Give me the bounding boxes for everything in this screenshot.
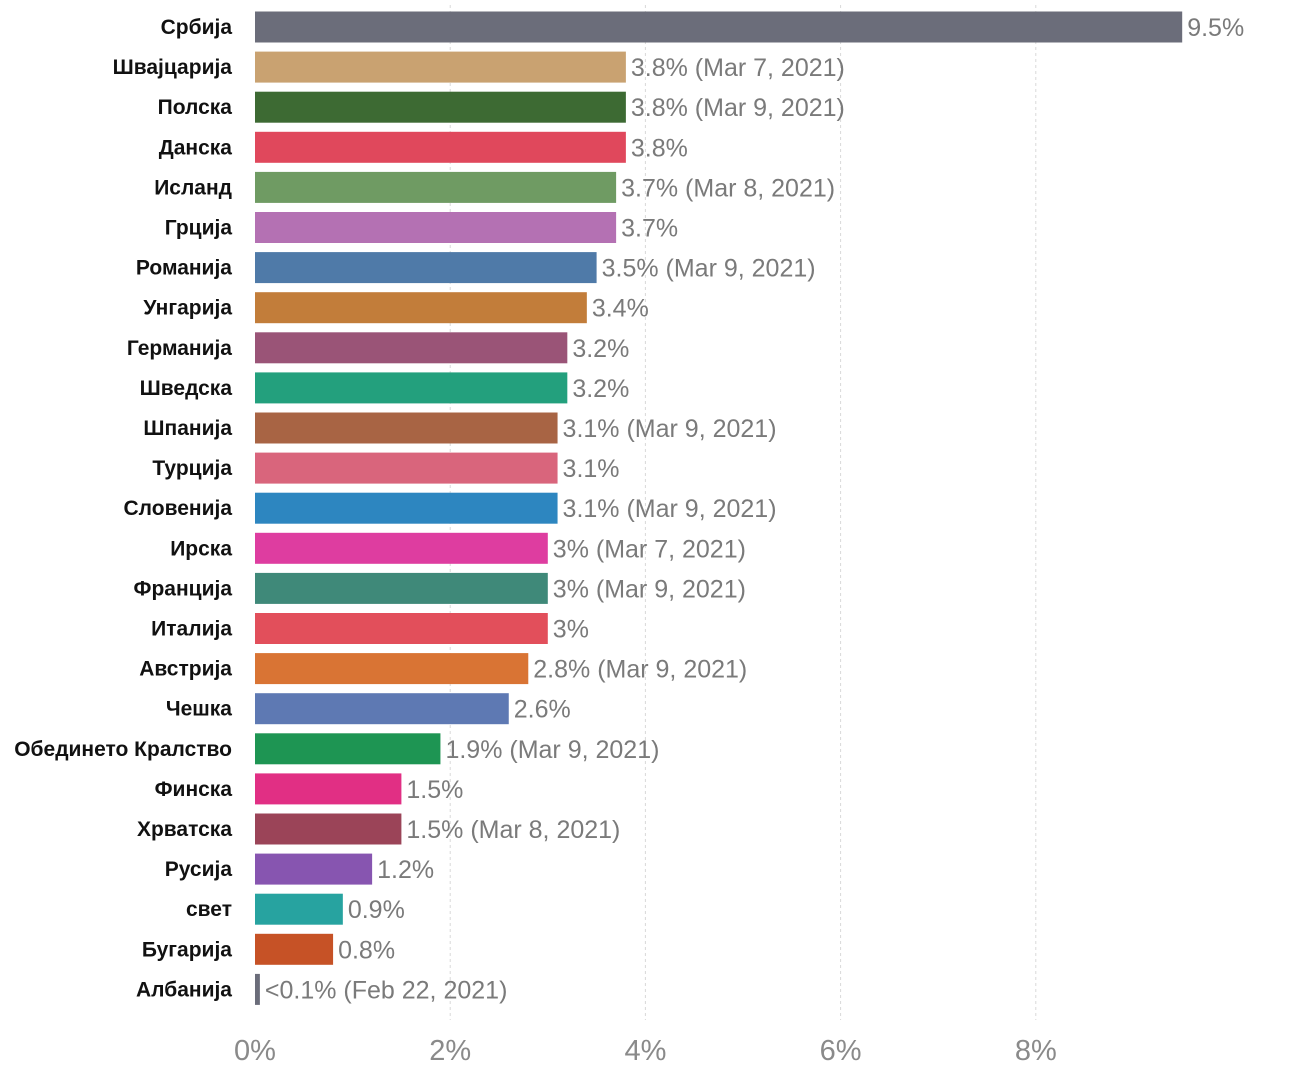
x-tick-label: 0%: [234, 1035, 276, 1065]
bar: [255, 452, 558, 484]
value-label: 3%: [553, 616, 589, 644]
value-label: 3.7%: [621, 215, 678, 243]
bar: [255, 212, 617, 243]
category-label: свет: [186, 898, 232, 921]
value-label: 3% (Mar 9, 2021): [553, 575, 746, 603]
value-label: 1.2%: [377, 856, 434, 884]
category-label: Италиjа: [151, 618, 232, 641]
x-axis-ticks: 0% 2% 4% 6% 8%: [234, 1035, 1057, 1065]
value-label: 1.9% (Mar 9, 2021): [445, 736, 659, 764]
category-label: Австрија: [139, 658, 232, 681]
x-tick-label: 4%: [624, 1035, 666, 1065]
category-label: Србија: [161, 16, 233, 39]
category-label: Турција: [152, 457, 232, 480]
bar: [255, 893, 343, 925]
value-label: 3.2%: [572, 335, 629, 363]
category-label: Финска: [155, 778, 233, 801]
category-label: Исланд: [154, 176, 232, 199]
bar: [255, 813, 402, 845]
value-label: 9.5%: [1187, 14, 1244, 42]
bar: [255, 733, 441, 765]
value-label: 1.5% (Mar 8, 2021): [406, 816, 620, 844]
bar: [255, 693, 509, 725]
category-label: Словенија: [124, 497, 233, 520]
bar: [255, 572, 548, 604]
value-label: <0.1% (Feb 22, 2021): [265, 976, 508, 1004]
bar: [255, 292, 587, 324]
category-label: Унгарија: [143, 297, 232, 320]
bar: [255, 11, 1183, 43]
value-label: 3.8%: [631, 134, 688, 162]
category-label: Франција: [134, 577, 233, 600]
x-tick-label: 2%: [429, 1035, 471, 1065]
bar: [255, 131, 626, 163]
category-label: Албанија: [136, 978, 232, 1001]
value-label: 0.9%: [348, 896, 405, 924]
bar: [255, 332, 568, 364]
bar: [255, 613, 548, 644]
value-label: 3.2%: [572, 375, 629, 403]
bar: [255, 412, 558, 444]
value-label: 0.8%: [338, 936, 395, 964]
category-label: Чешка: [166, 698, 232, 721]
value-label: 3.5% (Mar 9, 2021): [602, 255, 816, 283]
bar: [255, 653, 529, 685]
value-label: 1.5%: [406, 776, 463, 804]
value-labels: 9.5% 3.8% (Mar 7, 2021) 3.8% (Mar 9, 2021)…: [265, 14, 1244, 1004]
value-label: 3.8% (Mar 7, 2021): [631, 54, 845, 82]
bar: [255, 933, 334, 965]
bar: [255, 372, 568, 404]
category-label: Германија: [127, 337, 232, 360]
category-label: Шпанија: [143, 417, 232, 440]
category-label: Обединето Кралство: [14, 738, 232, 761]
category-label: Хрватска: [137, 818, 232, 841]
value-label: 3.1% (Mar 9, 2021): [563, 495, 777, 523]
value-label: 3.1%: [563, 455, 620, 483]
value-label: 3.7% (Mar 8, 2021): [621, 174, 835, 202]
category-labels: Србија Швајцарија Полска Данска Исланд Грција…: [14, 16, 232, 1001]
value-label: 3.1% (Mar 9, 2021): [563, 415, 777, 443]
value-label: 3.8% (Mar 9, 2021): [631, 94, 845, 122]
x-tick-label: 6%: [820, 1035, 862, 1065]
bar: [255, 171, 617, 203]
bar: [255, 532, 548, 564]
category-label: Шведска: [140, 377, 233, 400]
category-label: Грција: [165, 217, 233, 240]
category-label: Романија: [136, 257, 232, 280]
category-label: Ирска: [170, 537, 232, 560]
bar: [255, 51, 626, 83]
category-label: Швајцарија: [113, 56, 233, 79]
bar: [255, 252, 597, 284]
category-label: Полска: [158, 96, 233, 119]
bar: [255, 973, 260, 1005]
category-label: Бугарија: [142, 938, 232, 961]
value-label: 3.4%: [592, 295, 649, 323]
bar: [255, 91, 626, 123]
category-label: Русија: [165, 858, 233, 881]
bar: [255, 492, 558, 524]
category-label: Данска: [159, 136, 233, 159]
bar: [255, 853, 373, 885]
bar: [255, 773, 402, 805]
bars: [255, 11, 1183, 1005]
value-label: 2.6%: [514, 696, 571, 724]
value-label: 2.8% (Mar 9, 2021): [533, 656, 747, 684]
x-tick-label: 8%: [1015, 1035, 1057, 1065]
value-label: 3% (Mar 7, 2021): [553, 535, 746, 563]
